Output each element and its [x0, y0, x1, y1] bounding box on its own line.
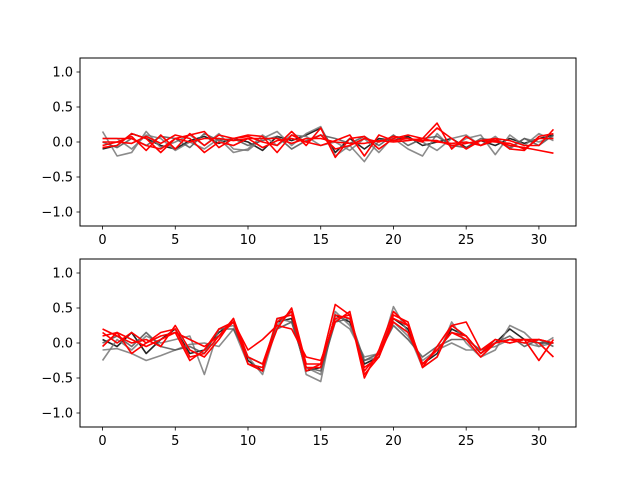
top-chart-xtick-label: 5 — [171, 233, 179, 248]
bottom-chart-xtick-label: 25 — [458, 434, 475, 449]
top-chart-xtick-label: 30 — [531, 233, 548, 248]
bottom-chart-xtick-label: 15 — [312, 434, 329, 449]
top-chart-xtick-label: 20 — [385, 233, 402, 248]
bottom-chart-ytick-label: 0.0 — [52, 337, 73, 352]
top-chart-xtick-label: 0 — [98, 233, 106, 248]
top-chart-ytick-label: 1.0 — [52, 66, 73, 81]
top-chart-ytick-label: −0.5 — [41, 171, 73, 186]
bottom-chart-xtick-label: 0 — [98, 434, 106, 449]
top-chart-xtick-label: 10 — [240, 233, 257, 248]
top-chart-xticks: 0 5 10 15 20 25 30 — [98, 226, 547, 248]
bottom-chart: 0 5 10 15 20 25 30 −1.0 −0.5 0.0 0.5 1.0 — [41, 258, 577, 449]
bottom-chart-yticks: −1.0 −0.5 0.0 0.5 1.0 — [41, 267, 80, 422]
top-chart-xtick-label: 15 — [312, 233, 329, 248]
bottom-chart-xtick-label: 30 — [531, 434, 548, 449]
bottom-chart-series-4 — [102, 303, 555, 379]
bottom-chart-series-7 — [102, 314, 554, 372]
bottom-chart-series-3 — [102, 317, 554, 372]
bottom-chart-ytick-label: 0.5 — [52, 302, 73, 317]
top-chart-series-7 — [102, 134, 554, 154]
top-chart-series-3 — [102, 132, 554, 150]
bottom-chart-xtick-label: 10 — [240, 434, 257, 449]
top-chart-yticks: −1.0 −0.5 0.0 0.5 1.0 — [41, 66, 80, 221]
top-chart-lines — [101, 122, 555, 163]
bottom-chart-xticks: 0 5 10 15 20 25 30 — [98, 427, 547, 449]
bottom-chart-ytick-label: −1.0 — [41, 407, 73, 422]
bottom-chart-xtick-label: 20 — [385, 434, 402, 449]
bottom-chart-xtick-label: 5 — [171, 434, 179, 449]
bottom-chart-lines — [101, 303, 555, 383]
top-chart-series-6 — [102, 137, 554, 154]
top-chart-ytick-label: 0.5 — [52, 101, 73, 116]
top-chart-xtick-label: 25 — [458, 233, 475, 248]
bottom-chart-ytick-label: 1.0 — [52, 267, 73, 282]
bottom-chart-ytick-label: −0.5 — [41, 372, 73, 387]
top-chart: 0 5 10 15 20 25 30 −1.0 −0.5 0.0 0.5 1.0 — [41, 57, 577, 248]
top-chart-ytick-label: 0.0 — [52, 136, 73, 151]
top-chart-ytick-label: −1.0 — [41, 206, 73, 221]
